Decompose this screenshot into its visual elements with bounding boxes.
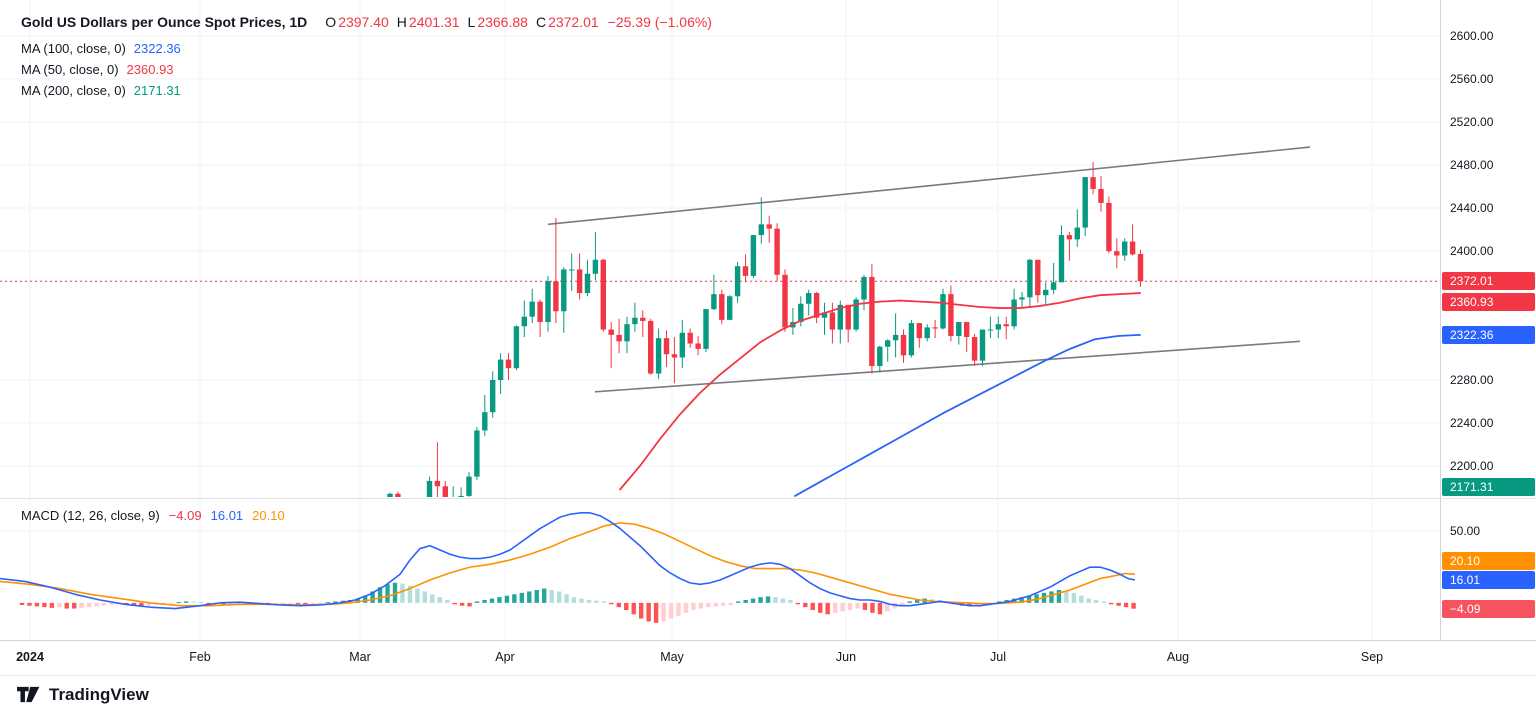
change-value: −25.39 (−1.06%) <box>607 14 712 30</box>
high-value: 2401.31 <box>408 14 460 30</box>
chart-svg-host[interactable] <box>0 0 1440 640</box>
symbol-legend-row: Gold US Dollars per Ounce Spot Prices, 1… <box>21 12 712 33</box>
tradingview-logo-icon <box>17 686 40 703</box>
time-axis-label: 2024 <box>16 650 44 664</box>
chart-canvas[interactable]: Gold US Dollars per Ounce Spot Prices, 1… <box>0 0 1440 640</box>
price-tick-label: 2280.00 <box>1450 373 1494 387</box>
ma-100-label: MA (100, close, 0) <box>21 41 126 56</box>
price-label-chip: 2322.36 <box>1442 326 1535 344</box>
macd-histogram-value: −4.09 <box>168 508 202 523</box>
time-axis[interactable]: 2024 Feb Mar Apr May Jun Jul Aug Sep <box>0 640 1536 675</box>
price-label-chip: 20.10 <box>1442 552 1535 570</box>
price-tick-label: 50.00 <box>1450 524 1481 538</box>
ma-200-value: 2171.31 <box>133 83 181 98</box>
open-value: 2397.40 <box>338 14 389 30</box>
time-axis-label: Feb <box>189 650 211 664</box>
macd-signal-value: 20.10 <box>252 508 285 523</box>
price-tick-label: 2440.00 <box>1450 201 1494 215</box>
ma-50-legend-row[interactable]: MA (50, close, 0) 2360.93 <box>21 59 712 80</box>
time-axis-label: Apr <box>495 650 515 664</box>
macd-legend-row[interactable]: MACD (12, 26, close, 9) −4.09 16.01 20.10 <box>21 505 285 526</box>
tradingview-logo[interactable]: TradingView <box>16 684 149 705</box>
time-axis-label: Mar <box>349 650 371 664</box>
low-label: L <box>467 14 476 30</box>
price-label-chip: −4.09 <box>1442 600 1535 618</box>
time-axis-label: Sep <box>1360 650 1384 664</box>
chart-svg <box>0 0 1440 640</box>
time-axis-label: May <box>660 650 684 664</box>
price-label-chip: 2360.93 <box>1442 293 1535 311</box>
high-label: H <box>396 14 407 30</box>
price-tick-label: 2400.00 <box>1450 244 1494 258</box>
price-label-chip: 2372.01 <box>1442 272 1535 290</box>
ma-50-label: MA (50, close, 0) <box>21 62 119 77</box>
footer-toolbar: TradingView <box>0 675 1536 717</box>
price-tick-label: 2600.00 <box>1450 29 1494 43</box>
macd-label: MACD (12, 26, close, 9) <box>21 508 160 523</box>
price-tick-label: 2240.00 <box>1450 416 1494 430</box>
ma-200-label: MA (200, close, 0) <box>21 83 126 98</box>
tradingview-logo-text: TradingView <box>49 684 149 704</box>
price-tick-label: 2480.00 <box>1450 158 1494 172</box>
symbol-title[interactable]: Gold US Dollars per Ounce Spot Prices, 1… <box>21 14 308 30</box>
ma-100-value: 2322.36 <box>133 41 181 56</box>
ma-100-legend-row[interactable]: MA (100, close, 0) 2322.36 <box>21 38 712 59</box>
low-value: 2366.88 <box>477 14 528 30</box>
price-label-chip: 2171.31 <box>1442 478 1535 496</box>
time-axis-label: Aug <box>1166 650 1190 664</box>
time-axis-label: Jun <box>835 650 857 664</box>
price-tick-label: 2200.00 <box>1450 459 1494 473</box>
ma-50-value: 2360.93 <box>126 62 174 77</box>
panel-separator[interactable] <box>0 498 1536 499</box>
close-value: 2372.01 <box>548 14 599 30</box>
ohlc-values: O 2397.40 H 2401.31 L 2366.88 C 2372.01 −25.39 (… <box>317 14 712 30</box>
main-chart-legend: Gold US Dollars per Ounce Spot Prices, 1… <box>21 12 712 101</box>
price-axis[interactable]: 2600.00 2560.00 2520.00 2480.00 2440.00 2400.… <box>1440 0 1536 640</box>
ma-200-legend-row[interactable]: MA (200, close, 0) 2171.31 <box>21 80 712 101</box>
open-label: O <box>325 14 337 30</box>
macd-line-value: 16.01 <box>210 508 244 523</box>
time-axis-label: Jul <box>990 650 1006 664</box>
price-label-chip: 16.01 <box>1442 571 1535 589</box>
close-label: C <box>535 14 547 30</box>
price-tick-label: 2560.00 <box>1450 72 1494 86</box>
price-tick-label: 2520.00 <box>1450 115 1494 129</box>
